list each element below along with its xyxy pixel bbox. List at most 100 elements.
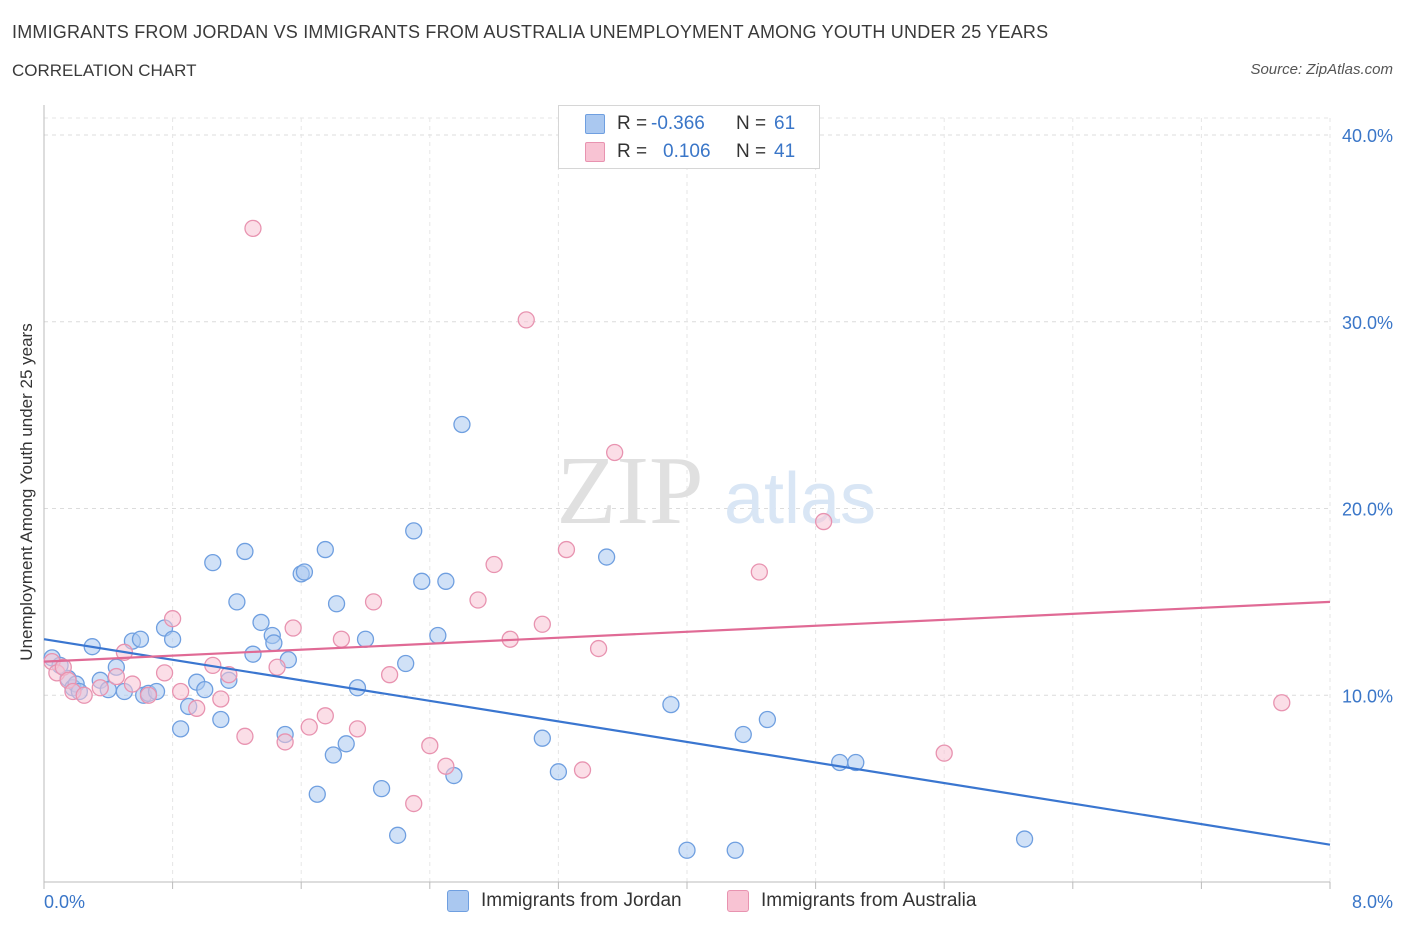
data-point-australia — [814, 512, 833, 531]
legend-row-jordan: R = -0.366 N = 61 — [559, 110, 819, 138]
data-point-australia — [606, 443, 624, 462]
data-point-australia — [750, 563, 768, 581]
watermark-zip: ZIP — [557, 437, 704, 545]
data-point-australia — [421, 737, 439, 755]
axes — [43, 105, 1331, 889]
data-point-jordan — [228, 593, 246, 611]
trend-lines — [43, 600, 1331, 846]
data-point-jordan — [453, 415, 471, 434]
watermark: ZIP atlas — [557, 437, 877, 545]
data-point-australia — [364, 593, 383, 611]
data-point-jordan — [244, 645, 262, 663]
data-point-jordan — [171, 720, 190, 738]
data-point-jordan — [533, 729, 551, 747]
data-point-australia — [332, 630, 351, 648]
data-point-jordan — [212, 710, 230, 729]
data-point-australia — [935, 744, 953, 762]
data-point-jordan — [597, 548, 616, 566]
tick-labels: 10.0% 20.0% 30.0% 40.0% 0.0% 8.0% Unemployment… — [17, 126, 1393, 912]
data-point-jordan — [397, 654, 415, 673]
data-point-australia — [380, 666, 399, 684]
data-point-jordan — [163, 630, 182, 648]
legend-n-value: 61 — [774, 113, 796, 134]
data-point-jordan — [429, 626, 447, 645]
data-point-jordan — [758, 710, 777, 729]
data-point-australia — [437, 757, 455, 775]
x-tick-label: 0.0% — [44, 892, 85, 912]
legend-n-label: N = — [736, 141, 767, 162]
legend-r-label: R = — [617, 113, 648, 134]
data-point-australia — [485, 555, 503, 574]
data-point-jordan — [372, 779, 391, 798]
legend-label-australia: Immigrants from Australia — [761, 890, 977, 911]
data-point-australia — [171, 682, 190, 701]
y-axis-label: Unemployment Among Youth under 25 years — [17, 323, 36, 660]
data-point-australia — [212, 690, 230, 708]
data-point-jordan — [388, 826, 407, 844]
data-points — [43, 219, 1291, 859]
data-point-jordan — [316, 540, 334, 559]
data-point-jordan — [295, 563, 314, 581]
data-point-australia — [300, 718, 318, 736]
legend-swatch-jordan — [447, 890, 469, 912]
data-point-australia — [517, 311, 535, 329]
data-point-jordan — [847, 753, 865, 772]
legend-swatch-australia — [727, 890, 749, 912]
data-point-australia — [276, 733, 294, 751]
data-point-australia — [91, 679, 109, 697]
data-point-australia — [107, 667, 125, 686]
data-point-jordan — [549, 763, 568, 781]
data-point-jordan — [678, 841, 696, 859]
y-tick-label: 10.0% — [1342, 686, 1393, 706]
legend-r-label: R = — [617, 141, 648, 162]
data-point-australia — [123, 675, 142, 693]
data-point-australia — [557, 540, 576, 559]
data-point-australia — [268, 658, 286, 676]
data-point-australia — [405, 794, 423, 813]
legend-r-value: 0.106 — [663, 141, 711, 162]
data-point-australia — [469, 591, 487, 609]
data-point-australia — [75, 686, 93, 704]
legend-item-australia[interactable]: Immigrants from Australia — [727, 890, 976, 912]
data-point-jordan — [324, 746, 343, 764]
legend-r-value: -0.366 — [651, 113, 705, 134]
source-label: Source: ZipAtlas.com — [1250, 61, 1393, 78]
stats-legend: R = -0.366 N = 61 R = 0.106 N = 41 — [558, 105, 820, 169]
data-point-jordan — [265, 634, 283, 652]
trend-line-jordan — [43, 638, 1331, 846]
legend-item-jordan[interactable]: Immigrants from Jordan — [447, 890, 682, 912]
data-point-jordan — [131, 630, 150, 648]
y-tick-label: 20.0% — [1342, 500, 1393, 520]
data-point-australia — [316, 707, 334, 725]
legend-swatch-australia — [585, 142, 605, 162]
chart-subtitle: CORRELATION CHART — [12, 61, 197, 80]
data-point-jordan — [1015, 830, 1034, 848]
y-tick-label: 30.0% — [1342, 313, 1393, 333]
data-point-australia — [1273, 694, 1291, 712]
data-point-australia — [573, 761, 592, 779]
data-point-jordan — [734, 725, 752, 744]
data-point-jordan — [204, 554, 222, 572]
data-point-australia — [155, 664, 174, 682]
legend-n-label: N = — [736, 113, 767, 134]
data-point-jordan — [337, 735, 355, 753]
data-point-australia — [533, 615, 551, 633]
data-point-australia — [220, 666, 238, 684]
data-point-jordan — [726, 841, 744, 859]
x-tick-label: 8.0% — [1352, 892, 1393, 912]
legend-swatch-jordan — [585, 114, 605, 134]
legend-n-value: 41 — [774, 141, 796, 162]
chart-title: IMMIGRANTS FROM JORDAN VS IMMIGRANTS FRO… — [12, 22, 1049, 42]
data-point-jordan — [252, 613, 270, 632]
data-point-jordan — [327, 595, 346, 613]
watermark-atlas: atlas — [724, 459, 876, 539]
legend-label-jordan: Immigrants from Jordan — [481, 890, 682, 911]
data-point-australia — [188, 699, 206, 717]
data-point-australia — [236, 727, 254, 745]
data-point-australia — [348, 720, 367, 738]
data-point-jordan — [196, 680, 214, 699]
data-point-australia — [139, 686, 158, 704]
data-point-jordan — [413, 572, 431, 590]
data-point-australia — [589, 639, 608, 658]
